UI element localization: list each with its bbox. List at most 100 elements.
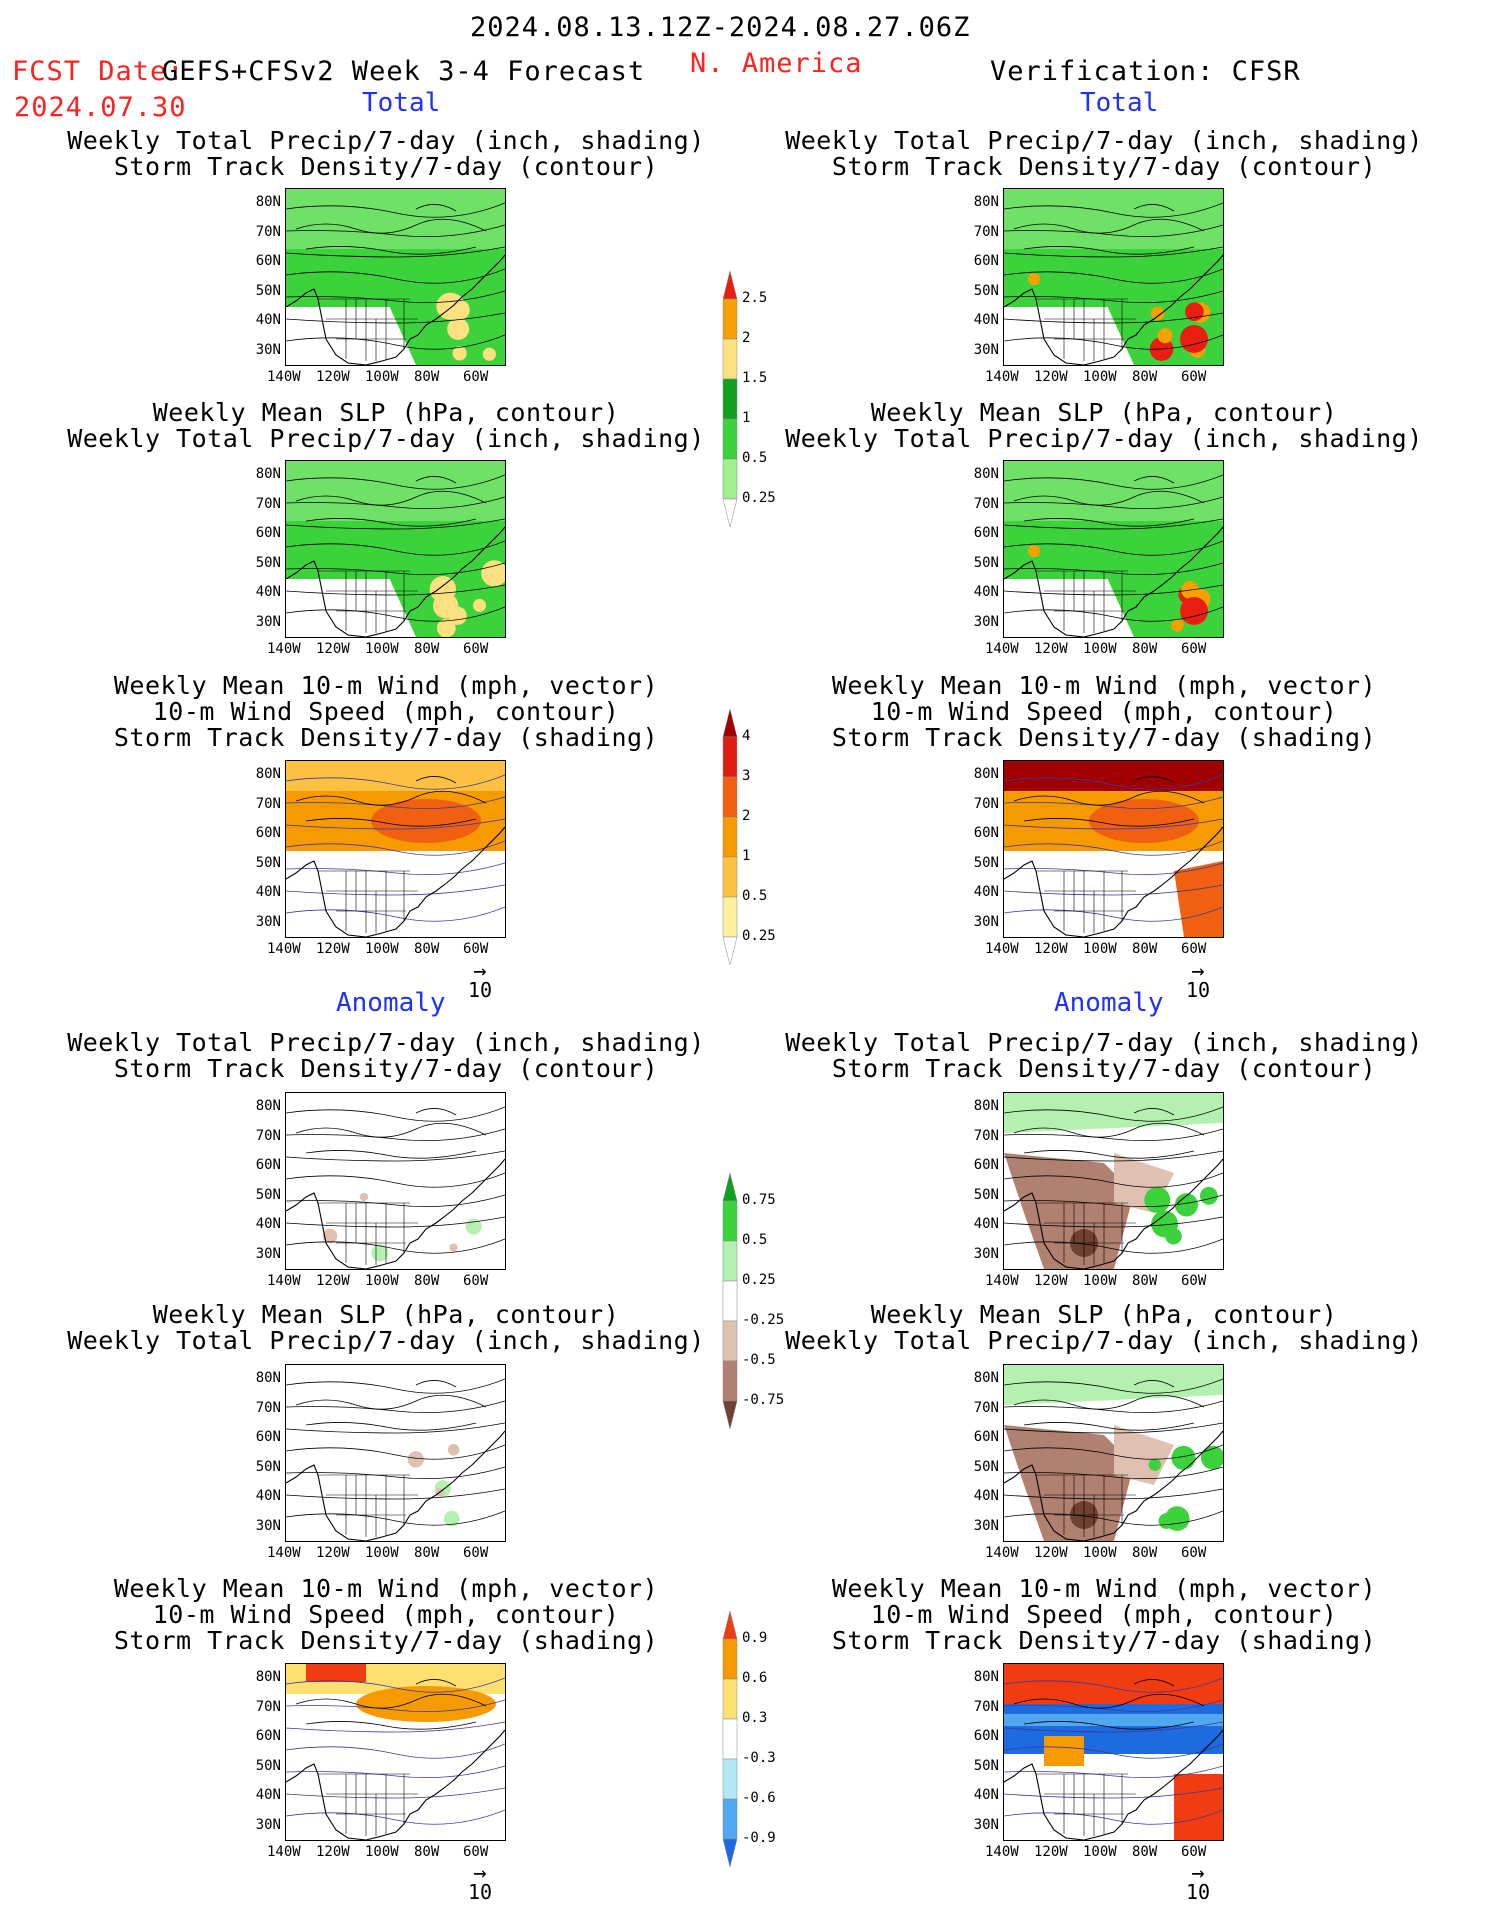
- lat-label: 80N: [255, 1669, 281, 1685]
- map-panel-left-6: [285, 1663, 506, 1841]
- lat-label: 70N: [255, 223, 281, 240]
- lon-label: 140W: [267, 1273, 301, 1289]
- lat-label: 80N: [973, 1098, 999, 1114]
- title-r5: Weekly Mean SLP (hPa, contour) Weekly Tot…: [785, 1300, 1423, 1355]
- lon-label: 120W: [316, 1273, 350, 1289]
- lat-label: 30N: [255, 1517, 281, 1534]
- lat-label: 30N: [255, 1245, 281, 1262]
- lat-label: 60N: [255, 253, 281, 269]
- lat-label: 70N: [973, 1698, 999, 1715]
- lon-label: 140W: [267, 1545, 301, 1561]
- fcst-model: GEFS+CFSv2 Week 3-4 Forecast: [162, 56, 646, 87]
- lon-label: 80W: [414, 369, 440, 385]
- lon-label: 60W: [463, 1273, 489, 1289]
- lat-label: 70N: [973, 1399, 999, 1416]
- map-panel-left-3: [285, 760, 506, 938]
- lon-label: 120W: [1034, 1545, 1068, 1561]
- title-l3: Weekly Mean 10-m Wind (mph, vector) 10-m …: [113, 671, 659, 752]
- colorbar-precip-total: 2.5 2 1.5 1 0.5 0.25: [722, 270, 776, 528]
- lon-label: 140W: [985, 1273, 1019, 1289]
- colorbar-tick-label: 4: [742, 728, 751, 744]
- colorbar-storm-anom: 0.9 0.6 0.3 -0.3 -0.6 -0.9: [722, 1610, 776, 1868]
- lon-label: 60W: [1181, 1545, 1207, 1561]
- lon-label: 120W: [1034, 369, 1068, 385]
- title-l4: Weekly Total Precip/7-day (inch, shading…: [67, 1028, 705, 1083]
- title-r6: Weekly Mean 10-m Wind (mph, vector) 10-m …: [831, 1574, 1377, 1655]
- colorbar-tick-label: 0.5: [742, 450, 768, 466]
- lat-label: 30N: [255, 613, 281, 630]
- lon-label: 80W: [1132, 1844, 1158, 1860]
- lat-label: 50N: [255, 1186, 281, 1203]
- lon-label: 60W: [463, 641, 489, 657]
- lon-label: 140W: [985, 641, 1019, 657]
- lat-label: 50N: [973, 1458, 999, 1475]
- colorbar-tick-label: -0.3: [742, 1750, 776, 1766]
- colorbar-tick-label: 0.9: [742, 1630, 768, 1646]
- vector-ref-l2: → 10: [468, 1861, 493, 1905]
- colorbar-tick-label: 3: [742, 768, 751, 784]
- lat-label: 40N: [973, 1488, 999, 1504]
- lat-label: 80N: [255, 466, 281, 482]
- lon-label: 80W: [414, 941, 440, 957]
- lon-label: 120W: [1034, 1273, 1068, 1289]
- lat-label: 40N: [255, 1216, 281, 1232]
- lat-label: 50N: [255, 1757, 281, 1774]
- lat-label: 30N: [255, 913, 281, 930]
- lat-label: 80N: [255, 1370, 281, 1386]
- lat-label: 30N: [973, 1816, 999, 1833]
- lat-label: 70N: [973, 223, 999, 240]
- lat-label: 70N: [255, 1399, 281, 1416]
- lat-label: 80N: [255, 194, 281, 210]
- lon-label: 60W: [463, 941, 489, 957]
- lon-label: 100W: [1083, 369, 1117, 385]
- lon-label: 100W: [365, 1844, 399, 1860]
- lat-label: 60N: [973, 1728, 999, 1744]
- lon-label: 60W: [1181, 1273, 1207, 1289]
- lon-label: 100W: [1083, 1545, 1117, 1561]
- lat-label: 60N: [973, 253, 999, 269]
- colorbar-storm-total: 4 3 2 1 0.5 0.25: [722, 708, 776, 966]
- lat-label: 60N: [255, 525, 281, 541]
- title-r1: Weekly Total Precip/7-day (inch, shading…: [785, 126, 1423, 181]
- lat-label: 30N: [973, 913, 999, 930]
- colorbar-tick-label: 0.75: [742, 1192, 776, 1208]
- lat-label: 70N: [255, 1127, 281, 1144]
- title-r3: Weekly Mean 10-m Wind (mph, vector) 10-m …: [831, 671, 1377, 752]
- map-panel-right-5: [1003, 1364, 1224, 1542]
- lon-label: 100W: [365, 369, 399, 385]
- lat-label: 50N: [973, 554, 999, 571]
- lat-label: 80N: [973, 1370, 999, 1386]
- colorbar-tick-label: -0.6: [742, 1790, 776, 1806]
- lon-label: 140W: [985, 369, 1019, 385]
- lon-label: 140W: [985, 941, 1019, 957]
- lon-label: 60W: [463, 1545, 489, 1561]
- vector-ref-r2: → 10: [1186, 1861, 1211, 1905]
- section-anomaly-left: Anomaly: [336, 988, 446, 1018]
- map-panel-right-2: [1003, 460, 1224, 638]
- lon-label: 140W: [985, 1844, 1019, 1860]
- lat-label: 50N: [973, 1186, 999, 1203]
- colorbar-tick-label: 1.5: [742, 370, 768, 386]
- lon-label: 80W: [414, 1273, 440, 1289]
- colorbar-tick-label: 2: [742, 330, 751, 346]
- lat-label: 80N: [973, 766, 999, 782]
- lon-label: 80W: [414, 1545, 440, 1561]
- lat-label: 40N: [973, 1787, 999, 1803]
- lat-label: 40N: [973, 884, 999, 900]
- lon-label: 140W: [267, 369, 301, 385]
- lat-label: 60N: [255, 825, 281, 841]
- lon-label: 60W: [1181, 941, 1207, 957]
- colorbar-tick-label: 0.3: [742, 1710, 768, 1726]
- lat-label: 50N: [255, 1458, 281, 1475]
- lat-label: 70N: [973, 795, 999, 812]
- lon-label: 100W: [365, 1545, 399, 1561]
- lon-label: 100W: [1083, 1844, 1117, 1860]
- colorbar-tick-label: -0.9: [742, 1830, 776, 1846]
- vector-ref-l1: → 10: [468, 959, 493, 1003]
- lon-label: 140W: [985, 1545, 1019, 1561]
- lon-label: 140W: [267, 641, 301, 657]
- lon-label: 80W: [1132, 941, 1158, 957]
- colorbar-precip-anom: 0.75 0.5 0.25 -0.25 -0.5 -0.75: [722, 1172, 784, 1430]
- lat-label: 60N: [255, 1728, 281, 1744]
- section-anomaly-right: Anomaly: [1054, 988, 1164, 1018]
